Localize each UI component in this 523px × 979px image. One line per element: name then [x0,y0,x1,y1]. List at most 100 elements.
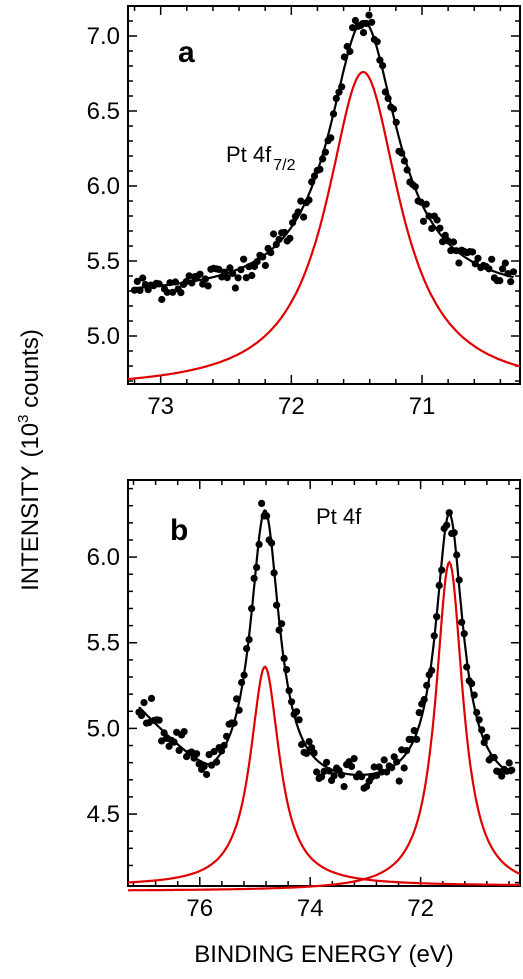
data-point [223,274,231,282]
data-point [305,738,313,746]
y-tick-label: 7.0 [87,23,120,50]
data-point [234,274,242,282]
data-point [483,733,491,741]
x-tick-label: 73 [147,393,174,420]
data-point [330,772,338,780]
data-point [210,748,218,756]
data-point [140,699,148,707]
data-point [359,28,368,37]
panel-b-annotation: Pt 4f [316,504,362,529]
data-point [133,277,141,285]
panel-a-annotation: Pt 4f 7/2 [226,142,296,174]
data-point [175,746,183,755]
data-point [488,255,496,263]
panel-a-marks [127,11,521,381]
x-tick-label: 72 [278,393,305,420]
y-tick-label: 5.5 [87,248,120,275]
y-tick-label: 5.5 [87,630,120,657]
y-tick-label: 4.5 [87,801,120,828]
x-tick-label: 71 [409,393,436,420]
data-point [368,18,376,26]
panel-a-frame [127,5,521,385]
data-point [261,261,269,270]
data-point [365,11,373,19]
data-point [163,288,171,296]
data-point [226,264,234,272]
data-point [185,272,193,280]
y-axis-title: INTENSITY(103 counts) [15,329,44,591]
y-tick-label: 5.0 [87,323,120,350]
data-point [300,213,308,221]
data-point [248,271,256,280]
data-point [158,295,166,304]
data-point [449,238,458,246]
data-point [231,284,239,292]
data-point [507,278,515,286]
y-tick-label: 6.0 [87,173,120,200]
panel-a: 5.0 5.5 6.0 6.5 7.0 73 72 71 a Pt 4f 7/2 [87,5,521,420]
data-point [422,200,430,208]
panel-b-ticks: 4.5 5.0 5.5 6.0 76 74 72 [87,480,520,922]
data-point [258,499,266,507]
data-point [455,259,463,267]
data-point [509,268,518,276]
data-point [180,728,188,736]
panel-b: 4.5 5.0 5.5 6.0 76 74 72 b Pt 4f [87,479,521,922]
data-point [351,16,359,25]
panel-a-letter: a [178,36,195,69]
data-point [433,216,441,224]
data-point [165,742,173,750]
component-curve-component [127,70,521,381]
data-point [505,759,513,767]
data-point [295,716,303,724]
data-point [286,234,294,242]
data-point [499,265,507,273]
data-point [419,217,428,225]
data-point [380,756,388,764]
data-point [169,288,177,296]
data-point [215,265,223,274]
data-point [297,197,305,205]
data-point [395,777,403,785]
data-point [501,259,509,267]
data-point [137,711,146,720]
y-tick-label: 5.0 [87,715,120,742]
data-point [348,762,356,771]
data-point [318,773,326,781]
data-point [177,289,185,297]
panel-b-letter: b [170,514,188,547]
data-point [240,255,248,263]
panel-b-marks [127,499,521,892]
data-point [415,709,423,717]
x-axis-title: BINDING ENERGY (eV) [194,941,454,968]
data-point [498,772,506,780]
data-point [349,24,357,32]
y-tick-label: 6.5 [87,98,120,125]
data-point [155,716,163,724]
data-point [474,254,482,262]
data-point [139,274,147,282]
x-tick-label: 76 [186,895,213,922]
data-point [313,768,321,776]
data-point [469,248,477,256]
data-point [340,783,348,791]
data-point [193,750,201,758]
x-tick-label: 72 [407,895,434,922]
x-tick-label: 74 [297,895,324,922]
data-point [196,270,204,278]
data-point [323,758,331,766]
component-curve-component_1 [127,665,521,887]
panel-a-ticks: 5.0 5.5 6.0 6.5 7.0 73 72 71 [87,5,520,420]
y-tick-label: 6.0 [87,544,120,571]
data-point [270,230,278,238]
component-curve-component_2 [128,560,521,892]
data-point [400,764,408,772]
data-point [350,755,358,763]
data-point [370,763,378,771]
data-point [327,134,335,142]
data-point [147,694,156,703]
data-point [204,282,212,290]
data-point [496,277,504,285]
data-point [203,770,211,779]
